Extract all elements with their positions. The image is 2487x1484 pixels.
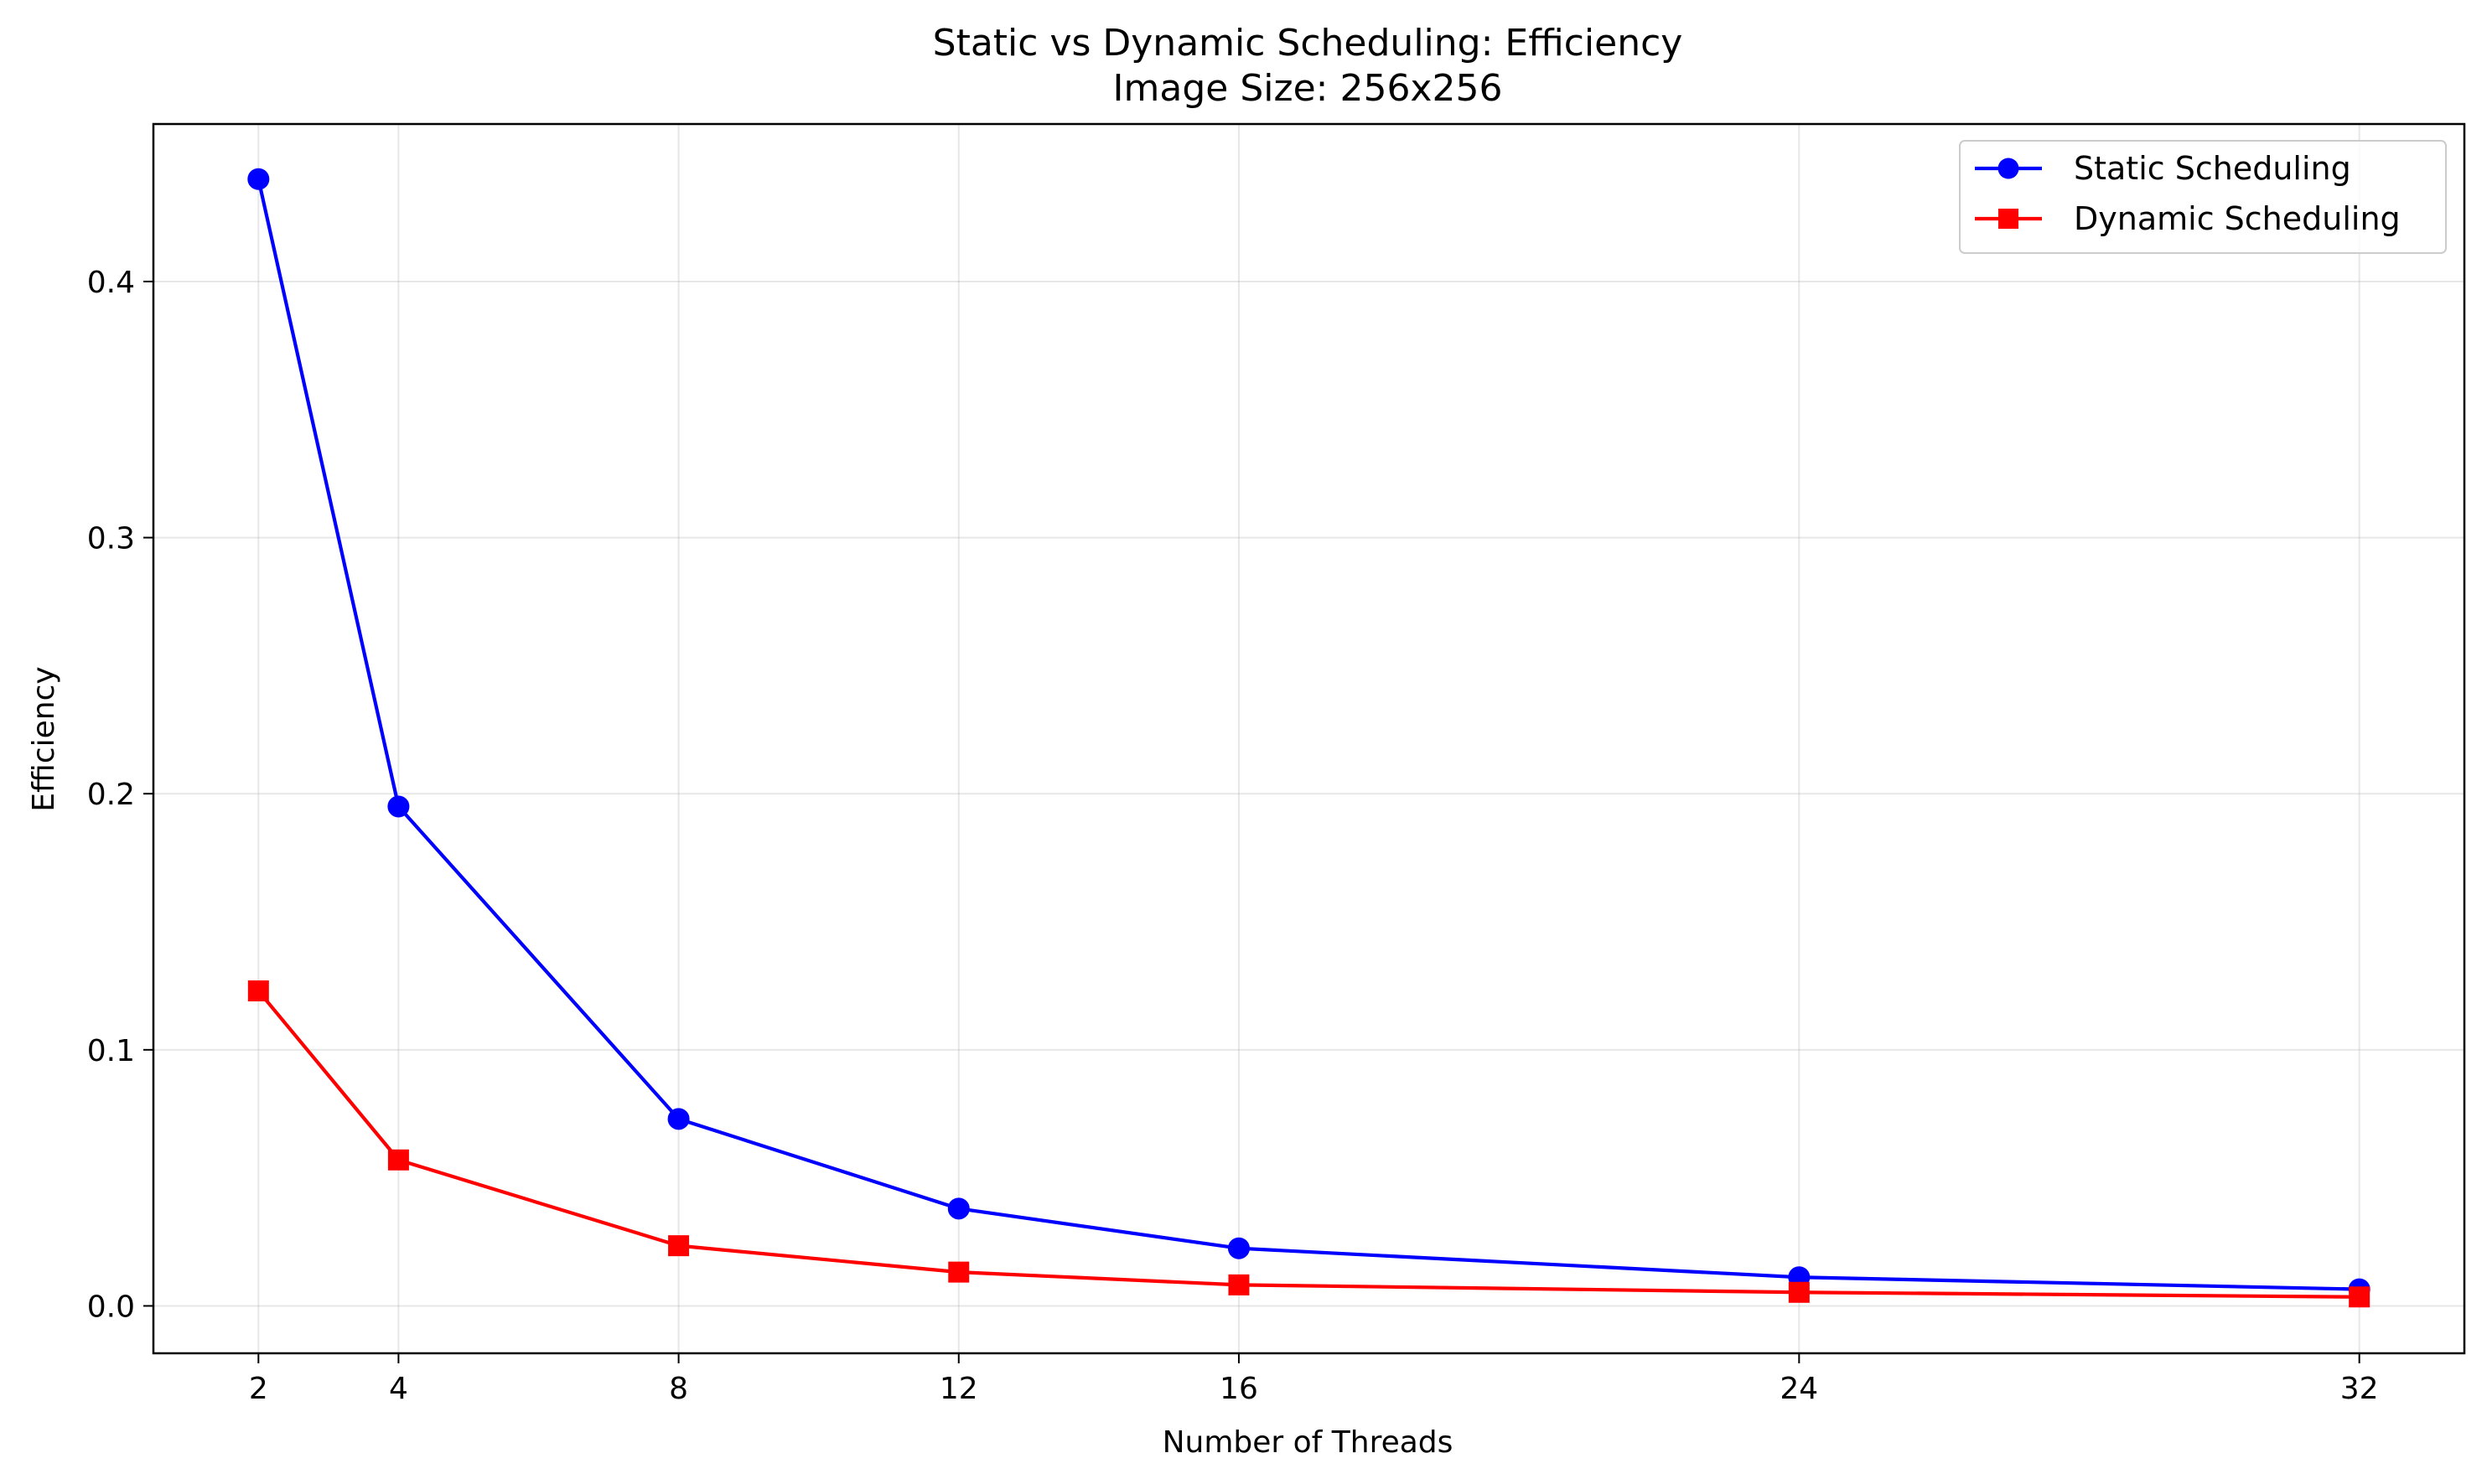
legend-static-scheduling-marker bbox=[1997, 158, 2019, 179]
x-tick-label: 32 bbox=[2340, 1372, 2379, 1406]
y-tick-label: 0.0 bbox=[87, 1290, 135, 1324]
static-scheduling-point bbox=[1227, 1237, 1250, 1259]
y-axis-ticks: 0.0 0.1 0.2 0.3 0.4 bbox=[87, 266, 153, 1324]
x-tick-label: 2 bbox=[249, 1372, 268, 1406]
x-axis-ticks: 2 4 8 12 16 24 32 bbox=[249, 1353, 2379, 1406]
static-scheduling-point bbox=[387, 795, 410, 818]
x-tick-label: 12 bbox=[940, 1372, 978, 1406]
static-scheduling-point bbox=[947, 1197, 970, 1220]
y-tick-label: 0.4 bbox=[87, 266, 135, 300]
dynamic-scheduling-point bbox=[2349, 1286, 2370, 1308]
y-axis-label: Efficiency bbox=[27, 666, 61, 811]
plot-area-frame bbox=[152, 122, 2466, 1355]
y-tick-label: 0.2 bbox=[87, 778, 135, 812]
static-scheduling-point bbox=[667, 1108, 690, 1130]
x-tick-label: 16 bbox=[1220, 1372, 1258, 1406]
dynamic-scheduling-point bbox=[387, 1149, 409, 1171]
x-axis-label: Number of Threads bbox=[1163, 1425, 1453, 1460]
dynamic-scheduling-point bbox=[1788, 1281, 1810, 1303]
data-series bbox=[247, 168, 2370, 1308]
grid-lines bbox=[153, 124, 2464, 1353]
y-tick-label: 0.1 bbox=[87, 1034, 135, 1068]
dynamic-scheduling-point bbox=[247, 980, 269, 1002]
x-tick-label: 4 bbox=[389, 1372, 408, 1406]
dynamic-scheduling-point bbox=[668, 1235, 690, 1257]
legend-static-scheduling-label: Static Scheduling bbox=[2074, 150, 2351, 187]
legend-entries: Static Scheduling Dynamic Scheduling bbox=[1975, 150, 2401, 237]
dynamic-scheduling-point bbox=[948, 1261, 970, 1283]
legend: Static Scheduling Dynamic Scheduling bbox=[1959, 140, 2447, 254]
chart-title: Static vs Dynamic Scheduling: Efficiency bbox=[933, 22, 1683, 65]
legend-box bbox=[1959, 140, 2447, 254]
x-tick-label: 24 bbox=[1780, 1372, 1818, 1406]
legend-dynamic-scheduling-marker bbox=[1998, 209, 2018, 229]
chart-subtitle: Image Size: 256x256 bbox=[1113, 67, 1503, 110]
static-scheduling-point bbox=[247, 168, 270, 190]
y-tick-label: 0.3 bbox=[87, 522, 135, 556]
legend-dynamic-scheduling-label: Dynamic Scheduling bbox=[2074, 200, 2401, 237]
x-tick-label: 8 bbox=[669, 1372, 688, 1406]
dynamic-scheduling-point bbox=[1228, 1274, 1250, 1295]
